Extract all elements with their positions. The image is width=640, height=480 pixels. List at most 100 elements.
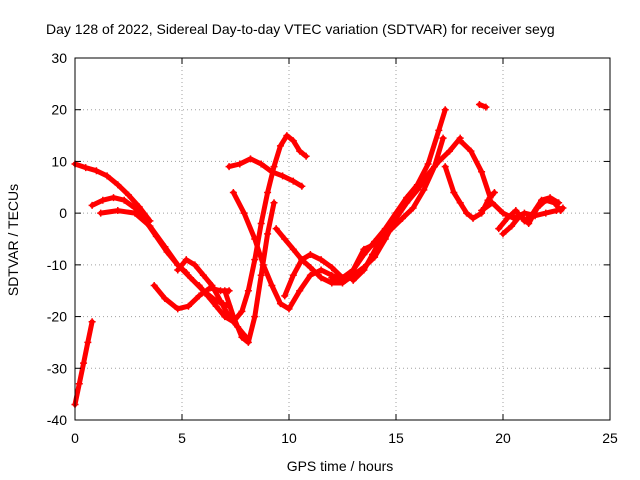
data-point — [520, 209, 528, 217]
data-point — [317, 256, 325, 264]
y-tick-label: -20 — [47, 309, 67, 325]
data-point — [441, 163, 449, 171]
data-point — [120, 196, 128, 204]
data-point — [456, 137, 464, 145]
data-point — [328, 263, 336, 271]
data-point — [84, 338, 92, 346]
ticks: -40 -30 -20 -10 0 10 20 30 0 5 10 15 20 25 — [47, 50, 618, 446]
plot-frame — [74, 57, 611, 421]
y-tick-label: 10 — [51, 153, 67, 169]
data-point — [495, 225, 503, 233]
x-axis-label: GPS time / hours — [287, 458, 394, 474]
data-point — [349, 276, 357, 284]
data-point — [289, 137, 297, 145]
data-point — [289, 245, 297, 253]
y-axis-label: SDTVAR / TECUs — [5, 184, 21, 296]
data-point — [289, 177, 297, 185]
data-point — [264, 230, 272, 238]
data-point — [272, 225, 280, 233]
series-arc-4 — [97, 207, 233, 310]
data-point — [298, 182, 306, 190]
data-point — [246, 155, 254, 163]
data-point — [225, 163, 233, 171]
data-point — [244, 338, 252, 346]
data-point — [281, 292, 289, 300]
series-arc-9 — [225, 155, 306, 190]
data-point — [533, 204, 541, 212]
data-point — [251, 235, 259, 243]
data-point — [75, 380, 83, 388]
data-point — [82, 164, 90, 172]
data-point — [490, 188, 498, 196]
data-point — [306, 251, 314, 259]
data-point — [486, 194, 494, 202]
data-point — [488, 199, 496, 207]
x-tick-label: 20 — [495, 430, 511, 446]
data-point — [360, 266, 368, 274]
data-point — [475, 101, 483, 109]
data-point — [328, 274, 336, 282]
data-point — [302, 152, 310, 160]
data-point — [550, 199, 558, 207]
data-point — [478, 168, 486, 176]
data-point — [187, 274, 195, 282]
data-point — [259, 261, 267, 269]
data-point — [161, 243, 169, 251]
data-point — [268, 168, 276, 176]
data-point — [244, 287, 252, 295]
data-point — [516, 212, 524, 220]
data-point — [542, 209, 550, 217]
data-point — [450, 188, 458, 196]
data-point — [512, 207, 520, 215]
data-point — [268, 282, 276, 290]
data-point — [317, 266, 325, 274]
series-arc-17 — [475, 101, 490, 111]
data-point — [482, 103, 490, 111]
data-point — [298, 256, 306, 264]
data-point — [413, 181, 421, 189]
data-point — [204, 292, 212, 300]
data-point — [103, 172, 111, 180]
data-point — [195, 282, 203, 290]
data-point — [208, 282, 216, 290]
data-point — [276, 142, 284, 150]
data-point — [296, 147, 304, 155]
data-point — [97, 209, 105, 217]
data-point — [441, 106, 449, 114]
data-point — [469, 214, 477, 222]
data-point — [276, 300, 284, 308]
data-point — [377, 235, 385, 243]
data-point — [238, 333, 246, 341]
data-point — [80, 359, 88, 367]
data-point — [217, 297, 225, 305]
data-point — [317, 274, 325, 282]
data-point — [424, 160, 432, 168]
data-point — [431, 163, 439, 171]
data-point — [92, 167, 100, 175]
data-point — [88, 201, 96, 209]
data-point — [435, 126, 443, 134]
data-point — [150, 282, 158, 290]
x-tick-label: 0 — [71, 430, 79, 446]
chart-title: Day 128 of 2022, Sidereal Day-to-day VTE… — [46, 21, 555, 37]
data-point — [221, 287, 229, 295]
data-point — [229, 313, 237, 321]
data-point — [392, 209, 400, 217]
data-point — [174, 305, 182, 313]
data-point — [339, 276, 346, 284]
data-point — [99, 196, 107, 204]
data-point — [279, 172, 287, 180]
data-point — [398, 214, 406, 222]
x-tick-label: 10 — [281, 430, 297, 446]
series-line — [222, 200, 277, 345]
data-point — [236, 160, 244, 168]
series-line — [442, 164, 497, 221]
series-arc-16 — [456, 137, 494, 202]
y-tick-label: -40 — [47, 412, 67, 428]
data-point — [229, 188, 237, 196]
data-point — [131, 209, 139, 217]
data-point — [257, 219, 265, 227]
data-point — [289, 271, 297, 279]
data-point — [381, 225, 389, 233]
data-point — [360, 251, 368, 259]
